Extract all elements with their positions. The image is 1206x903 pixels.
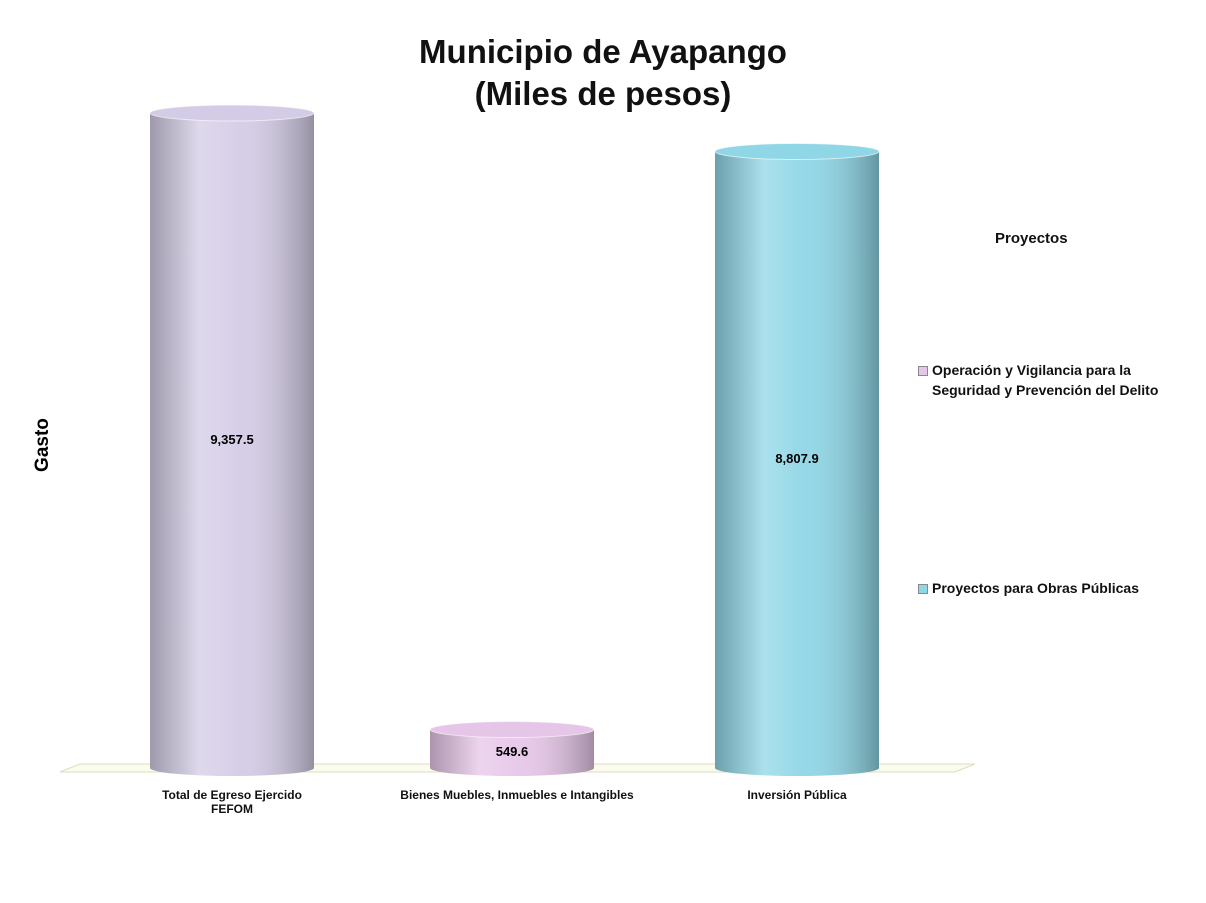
chart-title: Municipio de Ayapango (419, 33, 787, 70)
legend-swatch (918, 584, 928, 594)
y-axis-label: Gasto (32, 418, 53, 472)
data-label: 549.6 (496, 744, 529, 759)
legend-title: Proyectos (995, 230, 1068, 247)
cylinder (149, 104, 315, 776)
legend-label: Proyectos para Obras Públicas (932, 580, 1139, 596)
legend-label: Operación y Vigilancia para la Seguridad… (932, 362, 1159, 398)
cylinder-shade (430, 729, 594, 776)
x-tick-label: Bienes Muebles, Inmuebles e Intangibles (400, 788, 634, 802)
cylinder-shade (715, 151, 879, 777)
cylinder (429, 721, 595, 776)
x-tick-label: Total de Egreso Ejercido FEFOM (162, 788, 302, 816)
chart-subtitle: (Miles de pesos) (474, 75, 732, 112)
x-tick-label: Inversión Pública (747, 788, 847, 802)
cylinder-shade (150, 113, 314, 776)
cylinder-top (714, 142, 880, 160)
data-label: 8,807.9 (775, 451, 818, 466)
legend-swatch (918, 366, 928, 376)
cylinder-top (149, 104, 315, 122)
cylinder (714, 142, 880, 777)
cylinder-top (429, 721, 595, 739)
data-label: 9,357.5 (210, 432, 253, 447)
